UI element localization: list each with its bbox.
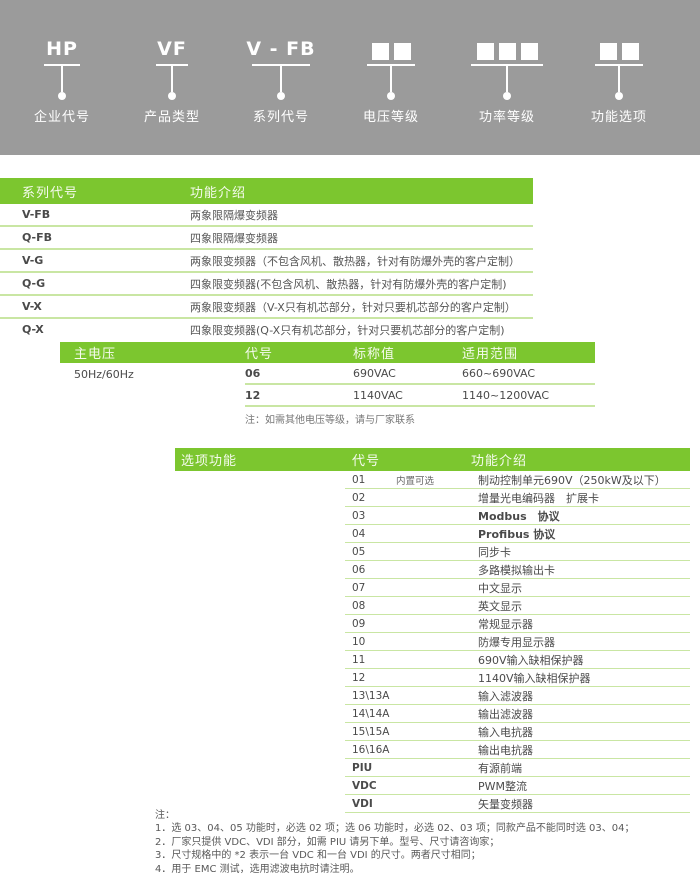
connector-bar — [44, 64, 80, 66]
connector-bar — [252, 64, 310, 66]
legend-label: 系列代号 — [252, 110, 309, 125]
connector-line — [618, 66, 620, 92]
legend-item-voltage: 电压等级 — [331, 32, 451, 125]
col-header: 系列代号 — [22, 185, 79, 201]
table-row: 13\13A 输入滤波器 — [345, 687, 690, 705]
col-header: 代号 — [245, 347, 274, 362]
connector-line — [506, 66, 508, 92]
table-row: V-G 两象限变频器（不包含风机、散热器，针对有防爆外壳的客户定制） — [0, 250, 533, 273]
table-row: 06 多路模拟输出卡 — [345, 561, 690, 579]
legend-item-power: 功率等级 — [447, 32, 567, 125]
table-row: 12 1140VAC 1140~1200VAC — [245, 385, 595, 407]
footnote-item: 1．选 03、04、05 功能时，必选 02 项；选 06 功能时，必选 02、… — [155, 823, 635, 835]
col-header: 选项功能 — [181, 454, 238, 469]
company-code: HP — [46, 38, 78, 60]
col-header: 适用范围 — [462, 347, 519, 362]
table-row: 08 英文显示 — [345, 597, 690, 615]
table-row: 01 内置可选 制动控制单元690V（250kW及以下） — [345, 471, 690, 489]
footnotes: 注： 1．选 03、04、05 功能时，必选 02 项；选 06 功能时，必选 … — [155, 809, 700, 876]
series-table-header: 系列代号 功能介绍 — [0, 178, 533, 204]
legend-item-company: HP 企业代号 — [2, 32, 122, 125]
series-table: 系列代号 功能介绍 V-FB 两象限隔爆变频器 Q-FB 四象限隔爆变频器 V-… — [0, 178, 533, 340]
connector-line — [171, 66, 173, 92]
connector-bar — [471, 64, 543, 66]
table-row: VDC PWM整流 — [345, 777, 690, 795]
voltage-table: 主电压 代号 标称值 适用范围 50Hz/60Hz 06 690VAC 660~… — [60, 342, 595, 426]
legend-label: 功率等级 — [478, 110, 535, 125]
table-row: 06 690VAC 660~690VAC — [245, 363, 595, 385]
connector-dot — [503, 92, 511, 100]
connector-dot — [615, 92, 623, 100]
table-row: V-FB 两象限隔爆变频器 — [0, 204, 533, 227]
digit-boxes — [476, 43, 538, 60]
connector-bar — [156, 64, 188, 66]
legend-item-product-type: VF 产品类型 — [112, 32, 232, 125]
table-row: 02 增量光电编码器 扩展卡 — [345, 489, 690, 507]
product-type-code: VF — [157, 38, 187, 60]
table-row: 14\14A 输出滤波器 — [345, 705, 690, 723]
col-header: 代号 — [352, 454, 381, 469]
table-row: Q-FB 四象限隔爆变频器 — [0, 227, 533, 250]
legend-label: 功能选项 — [590, 110, 647, 125]
table-row: 04 Profibus 协议 — [345, 525, 690, 543]
voltage-note: 注：如需其他电压等级，请与厂家联系 — [245, 415, 415, 426]
col-header: 功能介绍 — [190, 185, 247, 201]
builtin-optional-tag: 内置可选 — [396, 475, 435, 487]
digit-boxes — [599, 43, 639, 60]
table-row: 15\15A 输入电抗器 — [345, 723, 690, 741]
table-row: 03 Modbus 协议 — [345, 507, 690, 525]
table-row: 05 同步卡 — [345, 543, 690, 561]
legend-label: 企业代号 — [33, 110, 90, 125]
options-table: 选项功能 代号 功能介绍 01 内置可选 制动控制单元690V（250kW及以下… — [175, 448, 690, 813]
options-table-header: 选项功能 代号 功能介绍 — [175, 448, 690, 471]
table-row: Q-X 四象限变频器(Q-X只有机芯部分，针对只要机芯部分的客户定制) — [22, 323, 505, 337]
connector-dot — [58, 92, 66, 100]
table-row: Q-G 四象限变频器(不包含风机、散热器，针对有防爆外壳的客户定制) — [0, 273, 533, 296]
connector-bar — [595, 64, 643, 66]
legend-label: 电压等级 — [362, 110, 419, 125]
table-row: 12 1140V输入缺相保护器 — [345, 669, 690, 687]
footnotes-title: 注： — [155, 810, 175, 821]
digit-boxes — [371, 43, 411, 60]
col-header: 主电压 — [74, 347, 117, 362]
legend-item-options: 功能选项 — [559, 32, 679, 125]
table-row: VDI 矢量变频器 — [345, 795, 690, 813]
connector-line — [61, 66, 63, 92]
col-header: 功能介绍 — [471, 454, 528, 469]
connector-line — [280, 66, 282, 92]
table-row: 09 常规显示器 — [345, 615, 690, 633]
voltage-table-header: 主电压 代号 标称值 适用范围 — [60, 342, 595, 363]
legend-item-series: V - FB 系列代号 — [221, 32, 341, 125]
main-voltage-value: 50Hz/60Hz — [74, 368, 134, 381]
connector-line — [390, 66, 392, 92]
table-row: PIU 有源前端 — [345, 759, 690, 777]
footnote-item: 3．尺寸规格中的 *2 表示一台 VDC 和一台 VDI 的尺寸。两者尺寸相同； — [155, 850, 481, 862]
connector-bar — [367, 64, 415, 66]
model-code-banner: HP 企业代号 VF 产品类型 V - FB 系列代号 — [0, 0, 700, 155]
connector-dot — [277, 92, 285, 100]
footnote-item: 2．厂家只提供 VDC、VDI 部分，如需 PIU 请另下单。型号、尺寸请咨询家… — [155, 836, 500, 848]
table-row: 07 中文显示 — [345, 579, 690, 597]
connector-dot — [168, 92, 176, 100]
col-header: 标称值 — [353, 347, 396, 362]
series-code: V - FB — [246, 38, 316, 60]
footnote-item: 4．用于 EMC 测试，选用滤波电抗时请注明。 — [155, 863, 360, 875]
legend-label: 产品类型 — [143, 110, 200, 125]
table-row: V-X 两象限变频器（V-X只有机芯部分，针对只要机芯部分的客户定制） — [0, 296, 533, 319]
connector-dot — [387, 92, 395, 100]
table-row: 11 690V输入缺相保护器 — [345, 651, 690, 669]
table-row: 16\16A 输出电抗器 — [345, 741, 690, 759]
table-row: 10 防爆专用显示器 — [345, 633, 690, 651]
